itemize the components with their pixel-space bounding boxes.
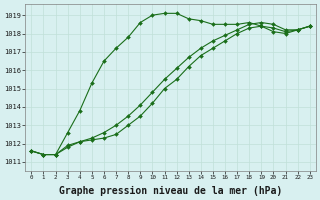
- X-axis label: Graphe pression niveau de la mer (hPa): Graphe pression niveau de la mer (hPa): [59, 186, 282, 196]
